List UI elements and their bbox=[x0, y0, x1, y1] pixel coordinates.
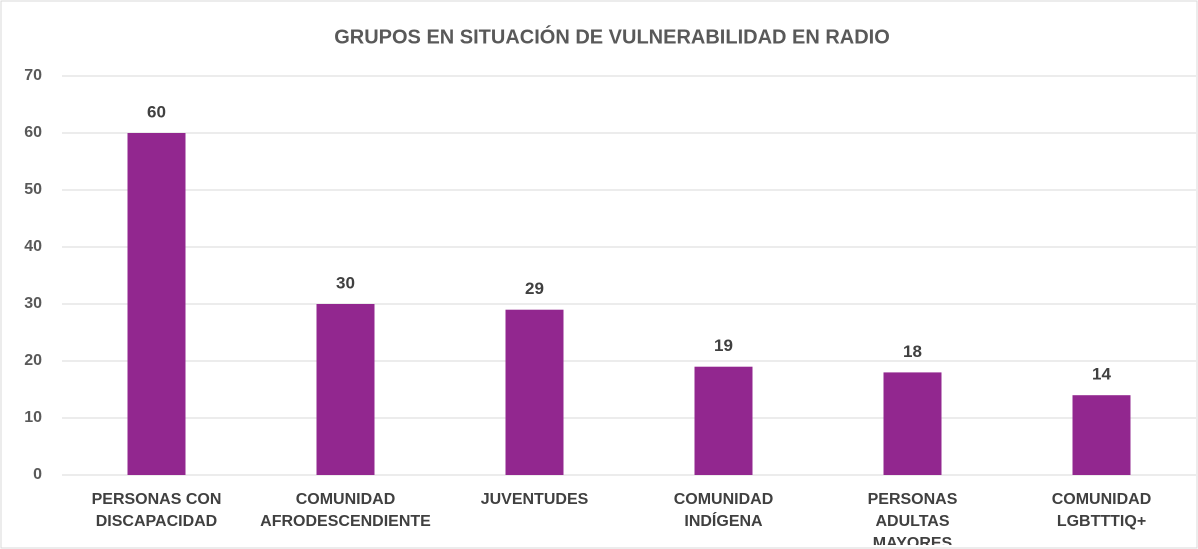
data-label: 60 bbox=[147, 102, 166, 121]
y-tick-label: 60 bbox=[24, 124, 42, 141]
data-label: 29 bbox=[525, 279, 544, 298]
bar bbox=[316, 304, 375, 475]
bar bbox=[694, 366, 753, 475]
y-tick-label: 20 bbox=[24, 352, 42, 369]
x-tick-label: COMUNIDAD AFRODESCENDIENTE bbox=[260, 491, 431, 530]
data-label: 18 bbox=[903, 342, 922, 361]
x-tick-label: COMUNIDAD INDÍGENA bbox=[673, 491, 774, 530]
chart-title: GRUPOS EN SITUACIÓN DE VULNERABILIDAD EN… bbox=[334, 24, 890, 48]
x-tick-label-box: PERSONAS ADULTAS MAYORES bbox=[867, 491, 958, 545]
data-label: 30 bbox=[336, 273, 355, 292]
x-tick-label-box: COMUNIDAD LGBTTTIQ+ bbox=[1051, 491, 1152, 530]
x-tick-label: PERSONAS CON DISCAPACIDAD bbox=[91, 491, 222, 530]
x-tick-label: JUVENTUDES bbox=[480, 491, 589, 508]
x-tick-label: PERSONAS ADULTAS MAYORES bbox=[867, 491, 958, 545]
x-tick-label-box: PERSONAS CON DISCAPACIDAD bbox=[91, 491, 222, 530]
y-tick-label: 70 bbox=[24, 67, 42, 84]
bar bbox=[1072, 395, 1131, 475]
x-tick-label-box: COMUNIDAD INDÍGENA bbox=[673, 491, 774, 530]
data-label: 14 bbox=[1092, 365, 1111, 384]
y-tick-label: 10 bbox=[24, 409, 42, 426]
bar bbox=[883, 372, 942, 475]
y-tick-label: 0 bbox=[33, 466, 42, 483]
bar bbox=[127, 133, 186, 475]
x-tick-label-box: COMUNIDAD AFRODESCENDIENTE bbox=[260, 491, 431, 530]
y-tick-label: 50 bbox=[24, 181, 42, 198]
data-label: 19 bbox=[714, 336, 733, 355]
x-tick-label-box: JUVENTUDES bbox=[480, 491, 589, 508]
x-tick-label: COMUNIDAD LGBTTTIQ+ bbox=[1051, 491, 1152, 530]
y-tick-label: 40 bbox=[24, 238, 42, 255]
bar bbox=[505, 309, 564, 475]
y-tick-label: 30 bbox=[24, 295, 42, 312]
